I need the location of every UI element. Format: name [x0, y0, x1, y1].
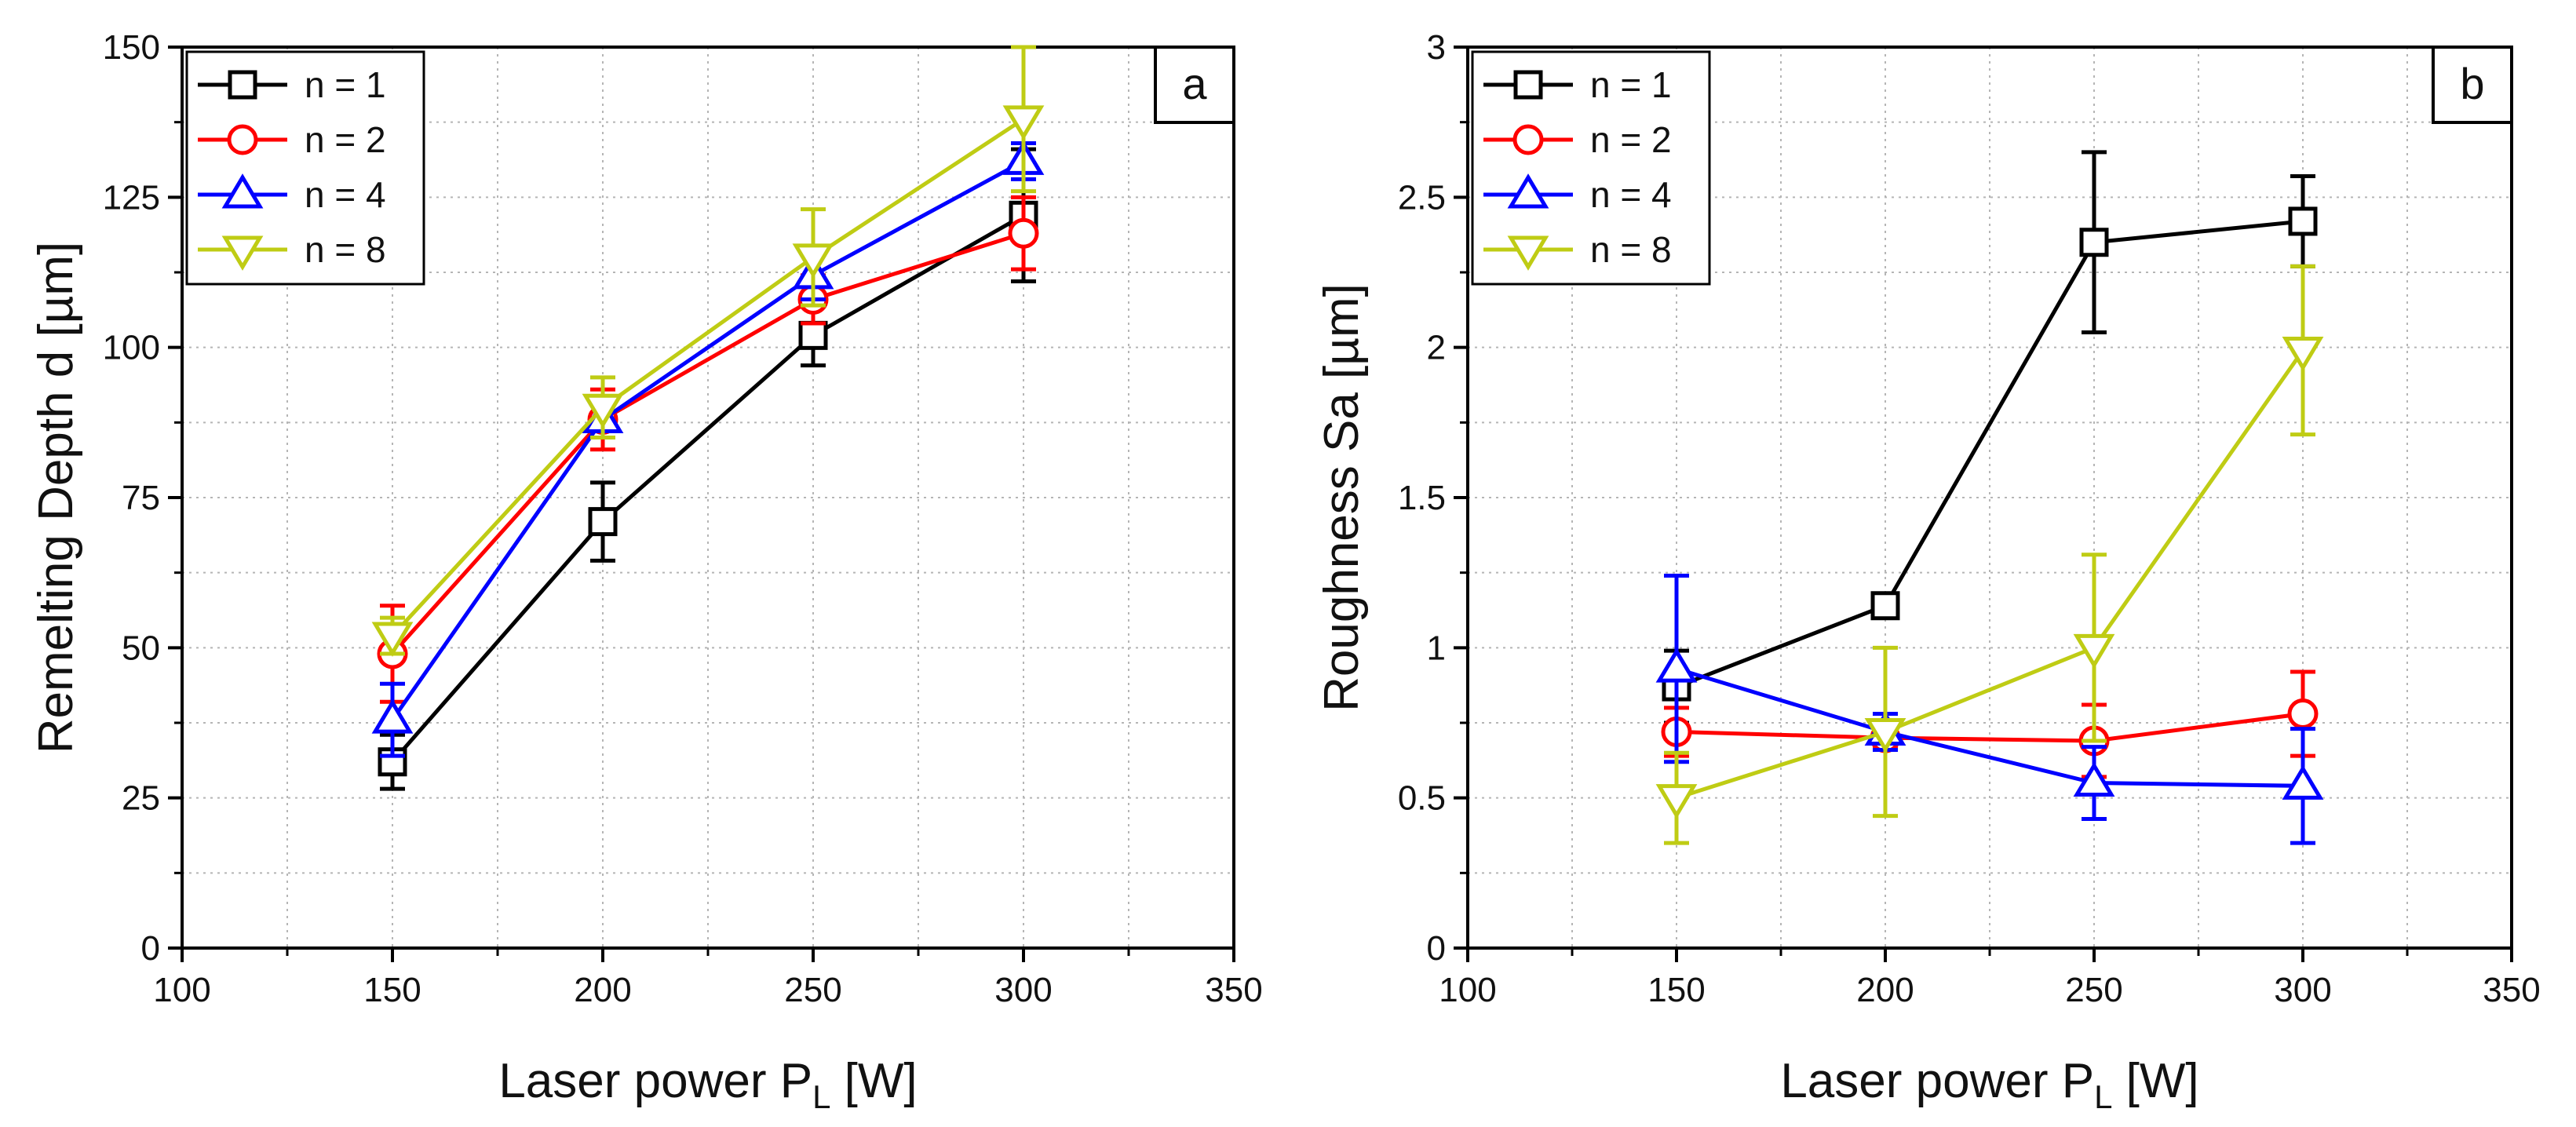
series-n8 — [371, 45, 1045, 657]
data-point — [792, 243, 834, 279]
data-point — [2073, 633, 2115, 669]
legend: n = 1 n = 2 n = 4 n = 8 — [1471, 50, 1711, 286]
legend-marker — [1507, 235, 1549, 271]
gridlines — [182, 47, 1234, 948]
legend-label: n = 4 — [305, 174, 386, 215]
data-point — [1002, 105, 1045, 140]
x-tick-label: 100 — [1439, 971, 1496, 1009]
y-tick-label: 3 — [1427, 28, 1446, 67]
x-tick-label: 300 — [2274, 971, 2331, 1009]
legend-marker — [221, 173, 264, 209]
legend-marker — [221, 235, 264, 271]
series-line — [1676, 712, 2304, 743]
y-tick-label: 1.5 — [1398, 479, 1446, 517]
series-line — [1676, 219, 2304, 689]
y-tick-label: 2.5 — [1398, 178, 1446, 217]
legend-label: n = 2 — [1590, 119, 1672, 160]
series-line — [391, 117, 1025, 637]
y-tick-label: 1 — [1427, 629, 1446, 667]
panel-tag-box — [2432, 46, 2513, 124]
y-axis-title: Remelting Depth d [µm] — [29, 242, 83, 754]
x-axis-title: Laser power PL [W] — [1780, 1054, 2198, 1115]
data-point — [371, 622, 414, 657]
y-tick-label: 25 — [122, 779, 160, 818]
x-tick-label: 350 — [1205, 971, 1262, 1009]
data-point — [2282, 764, 2324, 800]
data-point — [2287, 698, 2319, 730]
legend-marker — [1513, 70, 1543, 100]
y-tick-label: 0 — [141, 929, 160, 968]
legend-marker — [227, 124, 258, 155]
data-point — [588, 507, 618, 537]
series-line — [1676, 666, 2304, 788]
x-tick-label: 200 — [574, 971, 631, 1009]
panel-tag-label: a — [1182, 59, 1207, 108]
legend-item: n = 1 — [198, 64, 386, 105]
legend-box — [1471, 50, 1711, 286]
legend-label: n = 4 — [1590, 174, 1672, 215]
legend-marker — [1512, 124, 1544, 155]
y-tick-label: 100 — [103, 329, 160, 367]
x-tick-label: 200 — [1856, 971, 1914, 1009]
data-point — [2288, 206, 2318, 236]
chart-panel-b: 100 150 200 250 300 350 0 0.5 1 1.5 2 2.5 3 Laser pow… — [1315, 28, 2541, 1115]
legend-item: n = 8 — [198, 229, 386, 271]
legend: n = 1 n = 2 n = 4 n = 8 — [185, 50, 425, 286]
data-point — [2073, 761, 2115, 797]
y-tick-label: 2 — [1427, 329, 1446, 367]
legend-item: n = 8 — [1483, 229, 1672, 271]
x-tick-label: 350 — [2483, 971, 2540, 1009]
legend-item: n = 2 — [198, 119, 386, 160]
x-tick-label: 150 — [1647, 971, 1705, 1009]
gridlines — [1468, 47, 2512, 948]
legend-label: n = 8 — [305, 229, 386, 270]
panel-tag-box — [1154, 46, 1235, 124]
x-tick-label: 300 — [994, 971, 1052, 1009]
data-point — [798, 320, 828, 350]
legend-label: n = 1 — [1590, 64, 1672, 105]
legend-marker — [228, 70, 257, 100]
legend-item: n = 2 — [1483, 119, 1672, 160]
legend-item: n = 1 — [1483, 64, 1672, 105]
y-tick-label: 125 — [103, 178, 160, 217]
series-n8 — [1655, 264, 2324, 845]
series-line — [1676, 349, 2305, 801]
legend-label: n = 8 — [1590, 229, 1672, 270]
series-line — [390, 159, 1025, 721]
data-point — [1008, 217, 1039, 249]
data-point — [582, 393, 624, 429]
legend-marker — [1507, 173, 1549, 209]
data-point — [1870, 591, 1900, 621]
y-tick-label: 0.5 — [1398, 779, 1446, 818]
legend-label: n = 1 — [305, 64, 386, 105]
series-line — [391, 213, 1025, 764]
data-point — [371, 698, 414, 734]
y-tick-label: 150 — [103, 28, 160, 67]
data-point — [1655, 784, 1698, 819]
data-point — [1655, 647, 1698, 683]
data-point — [2079, 228, 2109, 257]
legend-item: n = 4 — [1483, 173, 1672, 215]
data-point — [1864, 717, 1906, 753]
legend-label: n = 2 — [305, 119, 386, 160]
chart-panel-a: 100 150 200 250 300 350 0 25 50 75 100 125 150 Laser … — [29, 28, 1263, 1115]
legend-item: n = 4 — [198, 173, 386, 215]
x-axis-title: Laser power PL [W] — [498, 1054, 917, 1115]
legend-box — [185, 50, 425, 286]
panel-tag-label: b — [2460, 59, 2484, 108]
x-tick-label: 150 — [363, 971, 421, 1009]
y-axis-title: Roughness Sa [µm] — [1315, 283, 1369, 712]
x-tick-label: 250 — [2065, 971, 2122, 1009]
y-tick-label: 0 — [1427, 929, 1446, 968]
y-tick-label: 75 — [122, 479, 160, 517]
data-point — [2282, 336, 2324, 372]
x-tick-label: 250 — [784, 971, 841, 1009]
x-tick-label: 100 — [153, 971, 210, 1009]
series-line — [391, 231, 1024, 655]
y-tick-label: 50 — [122, 629, 160, 667]
